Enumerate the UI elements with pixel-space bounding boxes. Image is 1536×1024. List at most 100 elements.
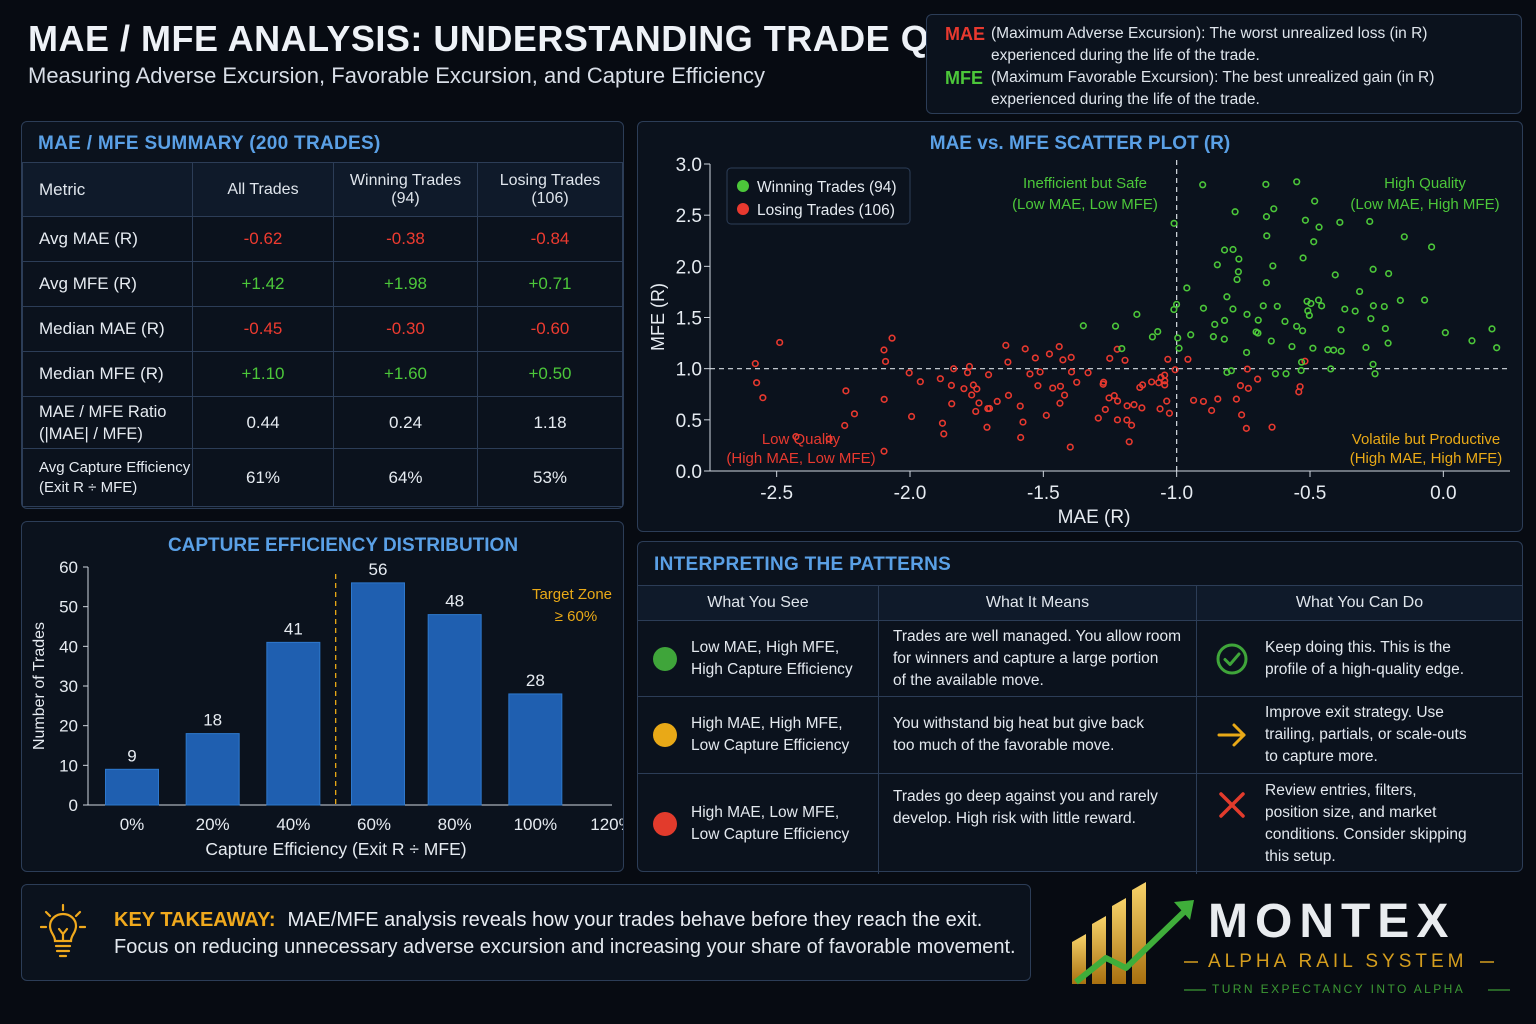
value-lose: +0.71 <box>477 261 623 307</box>
winning-trade-point <box>1271 370 1279 378</box>
winning-trade-point <box>1170 305 1178 314</box>
winning-trade-point <box>1223 293 1231 301</box>
losing-trade-point <box>1123 402 1131 410</box>
losing-trade-point <box>1113 397 1122 405</box>
losing-trade-point <box>1164 355 1172 363</box>
losing-trade-point <box>984 404 992 413</box>
value-lose: 1.18 <box>477 396 623 449</box>
winning-trade-point <box>1297 358 1306 366</box>
winning-trade-point <box>1262 279 1270 287</box>
losing-trade-point <box>1101 405 1109 414</box>
do-line: trailing, partials, or scale-outs <box>1265 726 1467 743</box>
summary-header-lose-label: Losing Trades <box>499 171 601 189</box>
winning-trade-point <box>1234 268 1242 276</box>
y-tick-label: 1.5 <box>676 309 702 330</box>
x-tick-label: 20% <box>196 815 230 834</box>
winning-trade-point <box>1233 275 1241 284</box>
legend-lose-label: Losing Trades (106) <box>757 202 895 219</box>
losing-trade-point <box>938 419 947 427</box>
logo-divider <box>1184 961 1494 963</box>
bar-value-label: 9 <box>127 746 136 765</box>
winning-trade-point <box>1199 181 1207 189</box>
losing-trade-point <box>751 360 759 368</box>
do-line: to capture more. <box>1265 748 1378 765</box>
winning-trade-point <box>1263 232 1271 240</box>
do-line: this setup. <box>1265 848 1336 865</box>
losing-trade-point <box>825 435 833 443</box>
winning-trade-point <box>1468 337 1476 345</box>
x-tick-label: 60% <box>357 815 391 834</box>
winning-trade-point <box>1371 370 1379 378</box>
losing-trade-point <box>1004 391 1013 399</box>
x-tick-label: -2.0 <box>894 483 927 504</box>
losing-trade-point <box>950 365 958 373</box>
winning-trade-point <box>1148 333 1157 341</box>
see-line-2: Low Capture Efficiency <box>691 826 850 843</box>
losing-trade-point <box>1026 370 1034 378</box>
winning-trade-point <box>1235 255 1243 263</box>
summary-table: Metric All Trades Winning Trades (94) Lo… <box>22 162 623 507</box>
losing-trade-point <box>1243 365 1251 373</box>
losing-trade-point <box>1049 384 1057 392</box>
winning-trade-point <box>1315 223 1323 231</box>
table-row: High MAE, High MFE, Low Capture Efficien… <box>638 697 1522 774</box>
winning-trade-point <box>1314 296 1323 304</box>
losing-trade-point <box>1161 377 1169 385</box>
header-do: What You Can Do <box>1295 594 1424 611</box>
summary-header-lose: Losing Trades (106) <box>477 162 623 217</box>
losing-trade-point <box>1017 433 1025 442</box>
x-tick-label: -0.5 <box>1294 483 1327 504</box>
losing-trade-point <box>1106 354 1114 362</box>
winning-trade-point <box>1400 233 1408 241</box>
losing-trade-point <box>880 346 888 354</box>
losing-trade-point <box>1042 411 1050 419</box>
winning-trade-point <box>1293 178 1301 186</box>
losing-trade-point <box>947 381 956 389</box>
winning-trade-point <box>1211 320 1219 328</box>
means-line: too much of the favorable move. <box>893 737 1115 754</box>
winning-trade-point <box>1154 328 1162 336</box>
winning-trade-point <box>1310 238 1318 246</box>
capture-bar <box>508 693 563 806</box>
losing-trade-point <box>963 369 972 377</box>
y-tick-label: 30 <box>59 677 78 696</box>
bar-value-label: 48 <box>445 592 464 611</box>
winning-trade-point <box>1252 328 1260 336</box>
winning-trade-point <box>1175 344 1183 352</box>
losing-trade-point <box>1021 345 1029 353</box>
losing-trade-point <box>968 391 976 399</box>
losing-trade-point <box>759 394 767 402</box>
losing-trade-point <box>1165 409 1174 417</box>
capture-bar <box>185 733 240 806</box>
winning-trade-point <box>1259 302 1267 310</box>
do-line: Review entries, filters, <box>1265 782 1417 799</box>
winning-trade-point <box>1281 317 1289 325</box>
winning-trade-point <box>1331 271 1339 279</box>
winning-trade-point <box>1243 310 1251 318</box>
metric-label: Avg MFE (R) <box>22 261 193 307</box>
winning-trade-point <box>1199 304 1208 312</box>
winning-trade-point <box>1304 307 1312 315</box>
losing-trade-point <box>972 407 980 416</box>
losing-trade-point <box>1301 357 1309 365</box>
value-lose: +0.50 <box>477 351 623 397</box>
losing-trade-point <box>1268 423 1276 431</box>
target-zone-label: Target Zone <box>532 586 612 603</box>
losing-trade-point <box>753 379 761 387</box>
winning-trade-point <box>1273 302 1281 310</box>
capture-bar <box>105 768 159 806</box>
do-line: Keep doing this. This is the <box>1265 638 1451 656</box>
quadrant-bl-label: Low Quality <box>762 431 841 448</box>
winning-trade-point <box>1183 284 1191 292</box>
patterns-title: INTERPRETING THE PATTERNS <box>654 554 952 575</box>
winning-trade-point <box>1396 296 1404 304</box>
means-line: of the available move. <box>893 671 1044 689</box>
x-tick-label: 120% <box>590 815 623 834</box>
logo-tagline: TURN EXPECTANCY INTO ALPHA <box>1212 982 1466 996</box>
losing-trade-point <box>965 362 974 371</box>
losing-trade-point <box>1244 384 1252 392</box>
x-mark-icon <box>1219 792 1245 818</box>
losing-trade-point <box>1156 405 1164 413</box>
bar-value-label: 28 <box>526 671 545 690</box>
x-tick-label: 0% <box>120 815 145 834</box>
